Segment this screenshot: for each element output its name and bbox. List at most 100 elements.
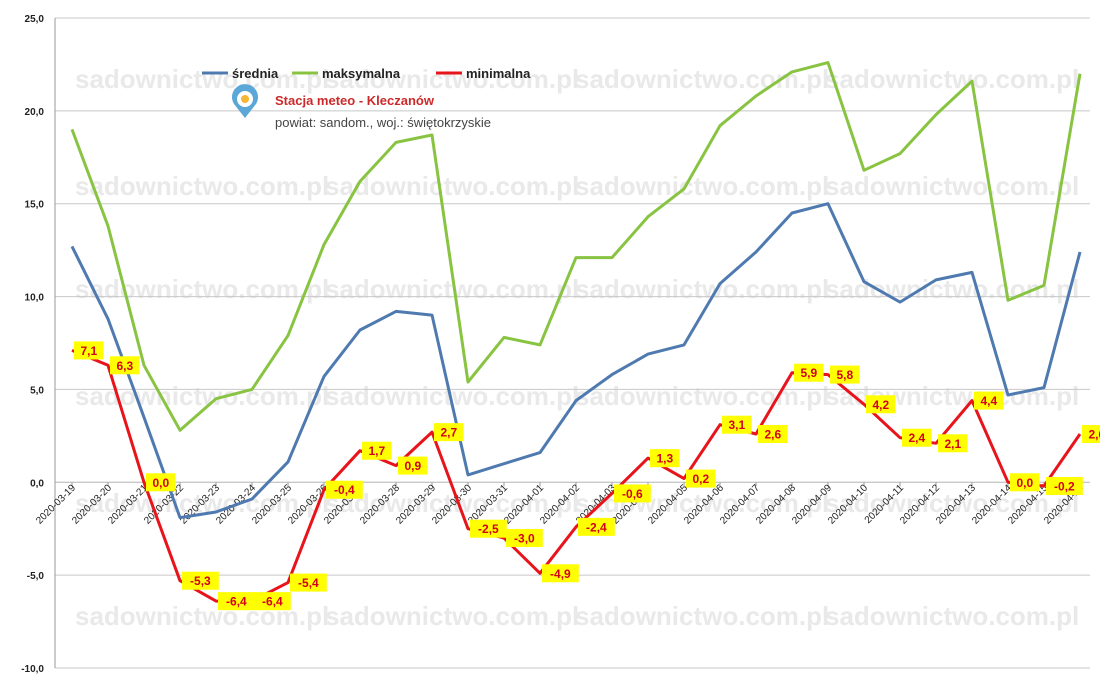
y-tick-label: 20,0	[25, 107, 45, 118]
data-label-text: -2,4	[586, 520, 607, 534]
series-line-maksymalna	[70, 61, 1082, 432]
data-label-bg	[182, 571, 219, 590]
legend-label-minimalna: minimalna	[466, 66, 531, 81]
data-label: -0,4	[326, 480, 363, 499]
data-label-bg	[938, 434, 968, 453]
y-tick-label: -5,0	[27, 571, 45, 582]
y-tick-label: 0,0	[30, 478, 44, 489]
watermark-0-3: sadownictwo.com.pl	[825, 64, 1079, 94]
data-label-bg	[758, 425, 788, 443]
station-subtitle: powiat: sandom., woj.: świętokrzyskie	[275, 115, 491, 130]
data-label-text: 0,0	[1016, 476, 1033, 490]
data-label: 5,8	[830, 365, 860, 384]
data-label-text: -6,4	[226, 595, 247, 609]
data-label-bg	[398, 456, 428, 475]
watermark-2-2: sadownictwo.com.pl	[575, 274, 829, 304]
watermark-5-3: sadownictwo.com.pl	[825, 601, 1079, 631]
y-tick-label: 25,0	[25, 14, 45, 25]
data-label: -3,0	[506, 529, 543, 547]
data-label-bg	[614, 484, 651, 503]
data-label-bg	[650, 449, 680, 468]
data-label-text: 7,1	[80, 344, 97, 358]
legend: średnia maksymalna minimalna	[202, 66, 531, 81]
watermark-1-1: sadownictwo.com.pl	[325, 171, 579, 201]
data-label: 0,0	[146, 473, 176, 492]
legend-label-srednia: średnia	[232, 66, 279, 81]
y-axis: 25,0 20,0 15,0 10,0 5,0 0,0 -5,0 -10,0	[21, 14, 56, 675]
data-label-bg	[542, 564, 579, 583]
data-label-text: 4,4	[980, 394, 997, 408]
station-name: Stacja meteo - Kleczanów	[275, 93, 435, 108]
data-label: -6,4	[254, 592, 291, 611]
data-label-text: -2,5	[478, 522, 499, 536]
data-label-text: -0,6	[622, 487, 643, 501]
data-label-text: 0,9	[404, 459, 421, 473]
data-label: -2,4	[578, 517, 615, 536]
data-label: 2,6	[758, 425, 788, 443]
y-tick-label: 10,0	[25, 293, 45, 304]
data-label-text: -6,4	[262, 595, 283, 609]
data-label: 0,0	[1010, 473, 1040, 492]
data-label: -4,9	[542, 564, 579, 583]
data-label: -6,4	[218, 592, 255, 611]
data-label: -2,5	[470, 519, 507, 538]
data-label-text: -5,4	[298, 576, 319, 590]
data-label-text: 5,8	[836, 368, 853, 382]
data-labels: 7,1 6,3 0,0 -5,3 -6,4 -6,4 -5,4 -0,4 1,7 0,9 2,7 -2…	[74, 341, 1100, 611]
data-label-bg	[290, 573, 327, 592]
data-label-text: -4,9	[550, 567, 571, 581]
data-label-text: 2,6	[764, 428, 781, 442]
data-label-text: -0,2	[1054, 480, 1075, 494]
location-pin-icon	[232, 84, 259, 118]
y-tick-label: 15,0	[25, 200, 45, 211]
data-label-bg	[1010, 473, 1040, 492]
data-label-bg	[722, 415, 752, 434]
watermark-4-1: sadownictwo.com.pl	[325, 488, 579, 518]
data-label: 2,4	[902, 428, 932, 447]
data-label: -5,3	[182, 571, 219, 590]
data-label-bg	[74, 341, 104, 360]
data-label-bg	[326, 480, 363, 499]
watermark-1-3: sadownictwo.com.pl	[825, 171, 1079, 201]
watermark-1-0: sadownictwo.com.pl	[75, 171, 329, 201]
data-label-text: 1,7	[368, 444, 385, 458]
data-label: 7,1	[74, 341, 104, 360]
data-label: 0,9	[398, 456, 428, 475]
data-label-text: 2,7	[440, 426, 457, 440]
watermark-5-1: sadownictwo.com.pl	[325, 601, 579, 631]
data-label-bg	[1082, 425, 1100, 443]
data-label: 6,3	[110, 356, 140, 375]
data-label: 1,3	[650, 449, 680, 468]
watermark-3-3: sadownictwo.com.pl	[825, 381, 1079, 411]
data-label: 2,1	[938, 434, 968, 453]
legend-label-maksymalna: maksymalna	[322, 66, 401, 81]
data-label-text: -0,4	[334, 483, 355, 497]
data-label: -0,6	[614, 484, 651, 503]
data-label: 2,7	[434, 423, 464, 442]
data-label-bg	[110, 356, 140, 375]
data-label-bg	[578, 517, 615, 536]
y-tick-label: 5,0	[30, 385, 44, 396]
data-label-text: 6,3	[116, 359, 133, 373]
data-label-text: 0,0	[152, 476, 169, 490]
data-label-bg	[686, 469, 716, 488]
data-label-text: 3,1	[728, 418, 745, 432]
data-label-bg	[866, 395, 896, 414]
watermark-0-2: sadownictwo.com.pl	[575, 64, 829, 94]
data-label-text: 5,9	[800, 366, 817, 380]
watermark-0-0: sadownictwo.com.pl	[75, 64, 329, 94]
data-label: 3,1	[722, 415, 752, 434]
data-label: 5,9	[794, 363, 824, 382]
data-label: 4,4	[974, 391, 1004, 410]
data-label-text: -5,3	[190, 574, 211, 588]
data-label-text: -3,0	[514, 532, 535, 546]
station-info: Stacja meteo - Kleczanów powiat: sandom.…	[232, 84, 491, 130]
watermark-5-0: sadownictwo.com.pl	[75, 601, 329, 631]
data-label-bg	[362, 441, 392, 460]
data-label: 4,2	[866, 395, 896, 414]
data-label: 2,6	[1082, 425, 1100, 443]
data-label-bg	[830, 365, 860, 384]
data-label: 0,2	[686, 469, 716, 488]
watermark-0-1: sadownictwo.com.pl	[325, 64, 579, 94]
data-label-bg	[794, 363, 824, 382]
